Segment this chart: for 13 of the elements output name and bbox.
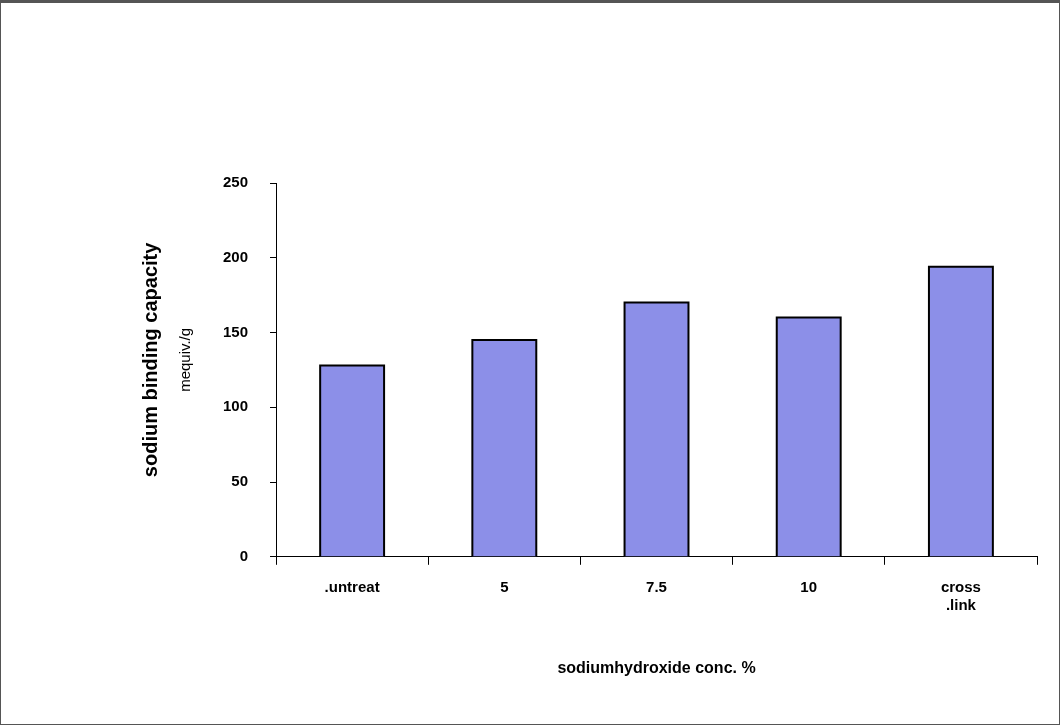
y-tick-label: 50	[231, 472, 249, 490]
x-tick-label: 7.5	[646, 577, 667, 595]
x-tick-label: 5	[500, 577, 509, 595]
x-tick-label: 10	[800, 577, 818, 595]
x-tick-label: .untreat	[324, 577, 380, 595]
x-axis-title: sodiumhydroxide conc. %	[557, 658, 756, 676]
y-tick-label: 200	[223, 247, 249, 265]
y-tick-label: 100	[223, 397, 249, 415]
y-axis-title: sodium binding capacity mequiv./g	[138, 241, 194, 478]
x-tick-label: cross .link	[940, 577, 981, 613]
y-tick-label: 250	[223, 173, 249, 191]
y-tick-label: 150	[223, 322, 249, 340]
y-tick-label: 0	[239, 546, 249, 564]
